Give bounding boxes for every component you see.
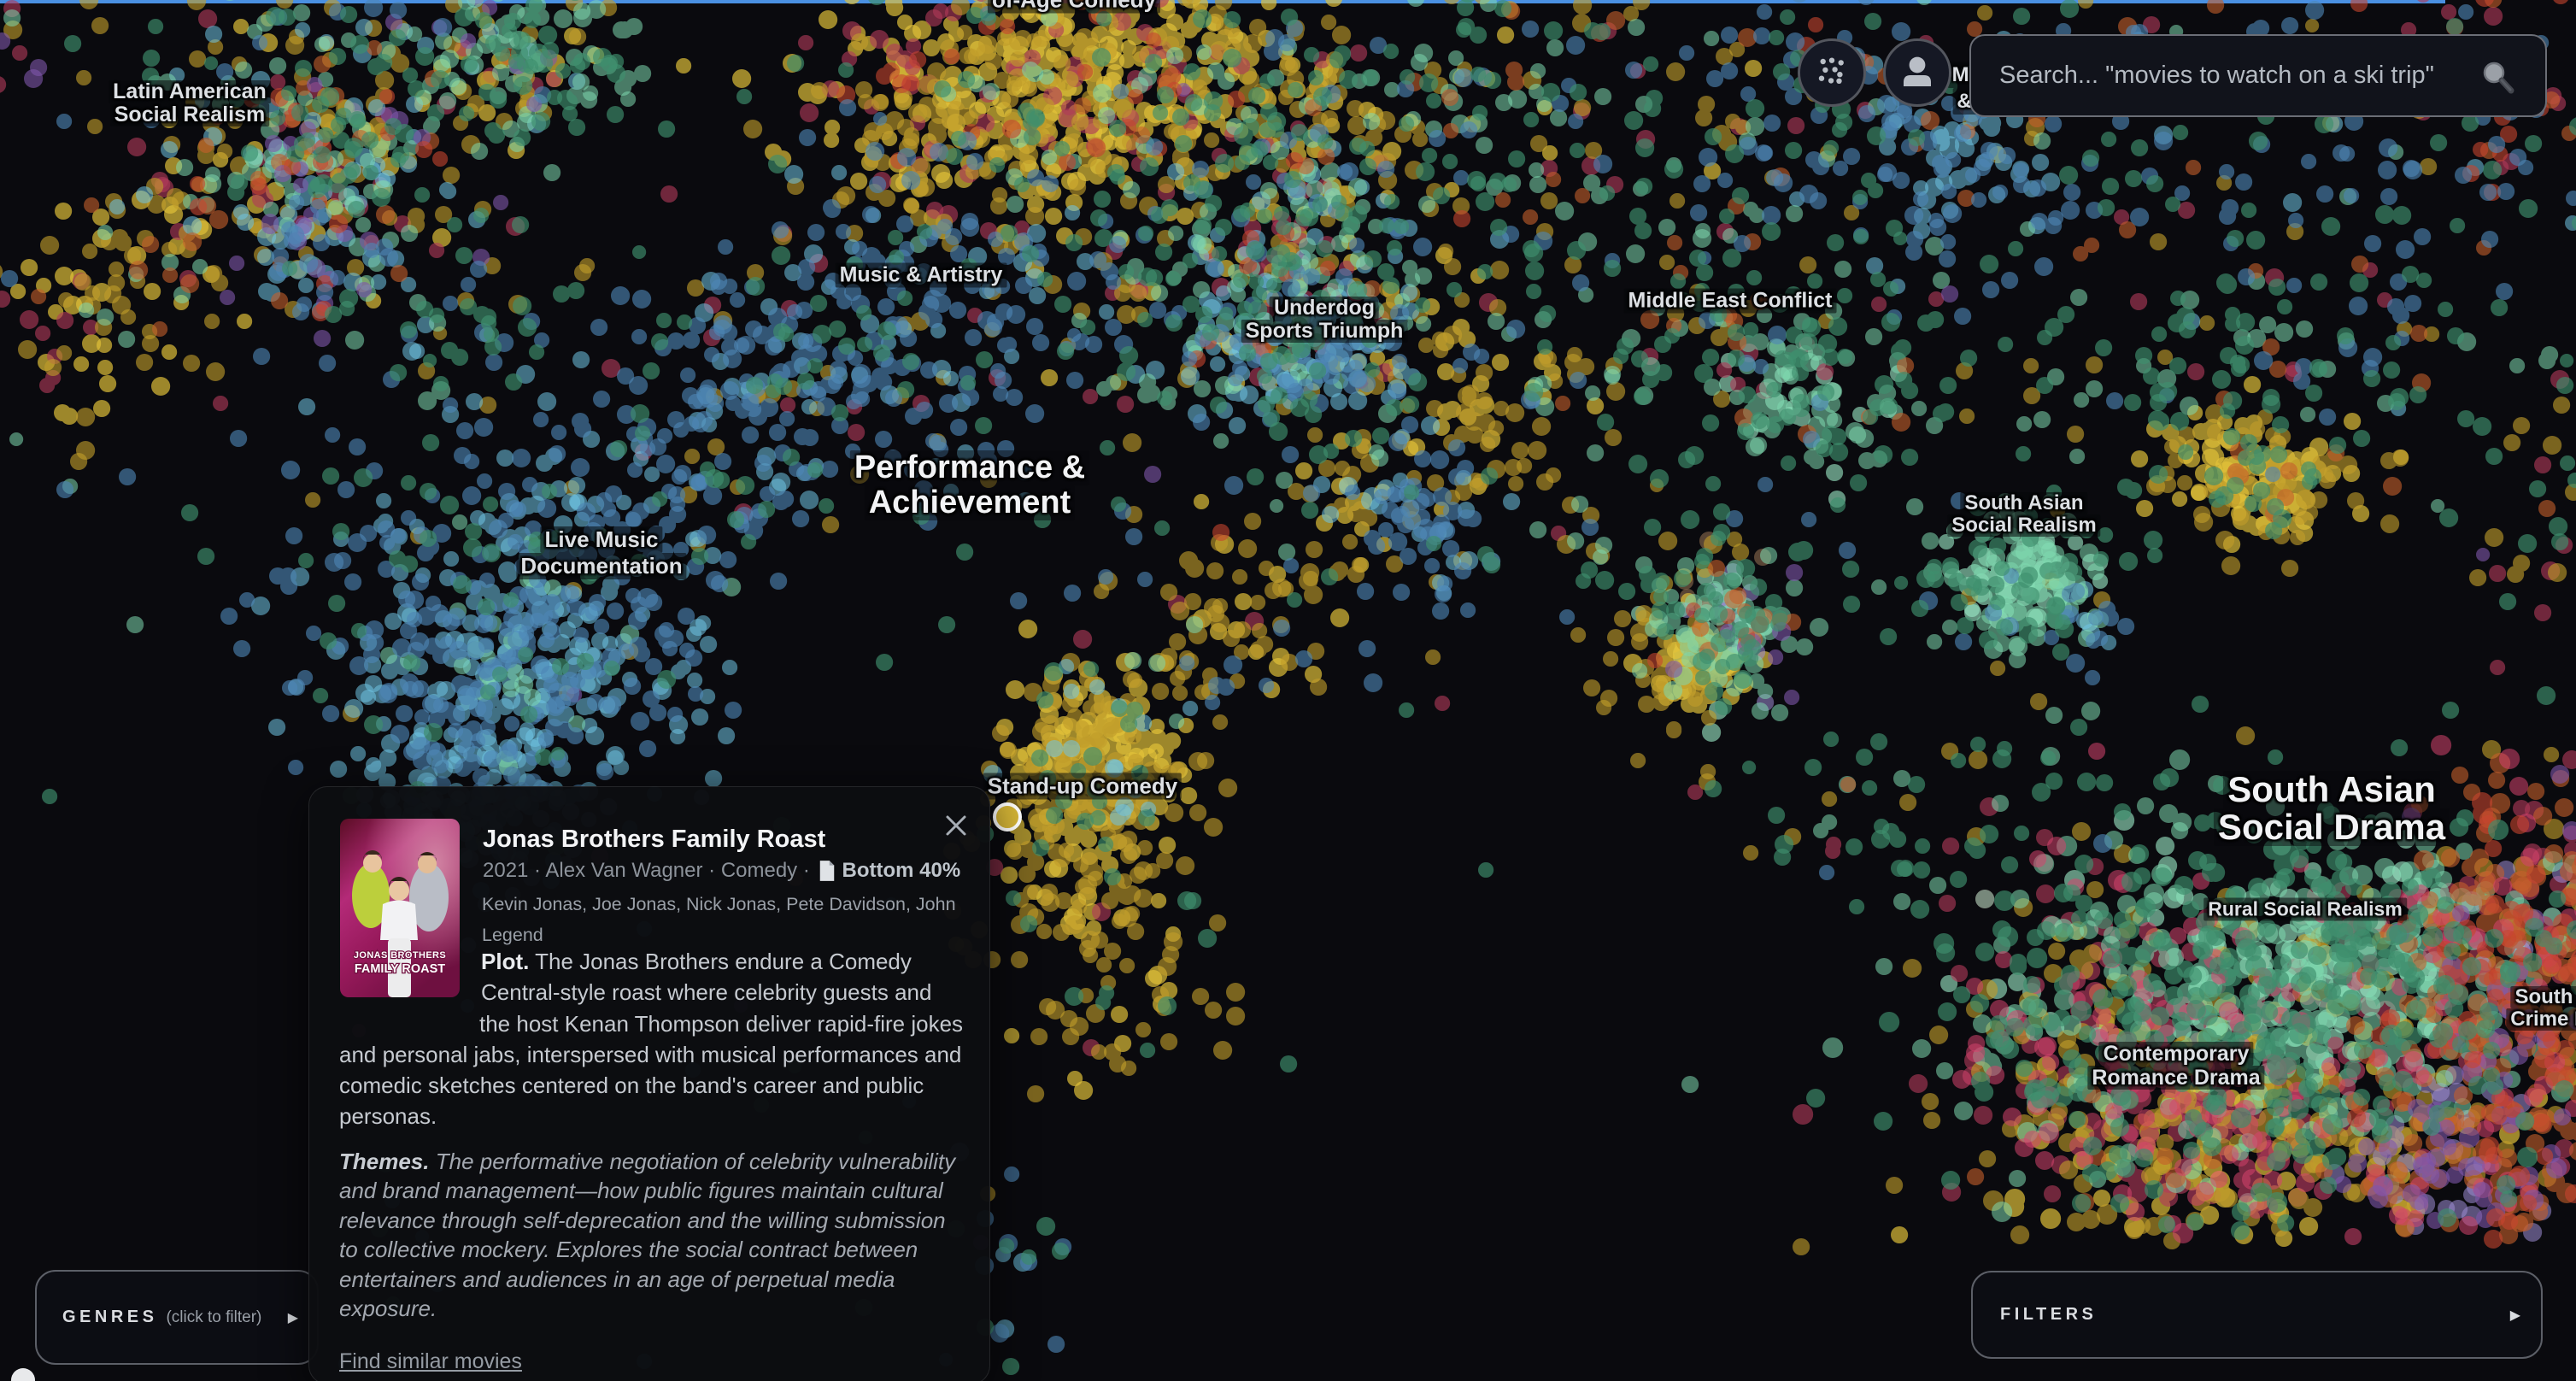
svg-text:FAMILY ROAST: FAMILY ROAST — [355, 962, 445, 976]
svg-text:JONAS BROTHERS: JONAS BROTHERS — [354, 950, 446, 961]
